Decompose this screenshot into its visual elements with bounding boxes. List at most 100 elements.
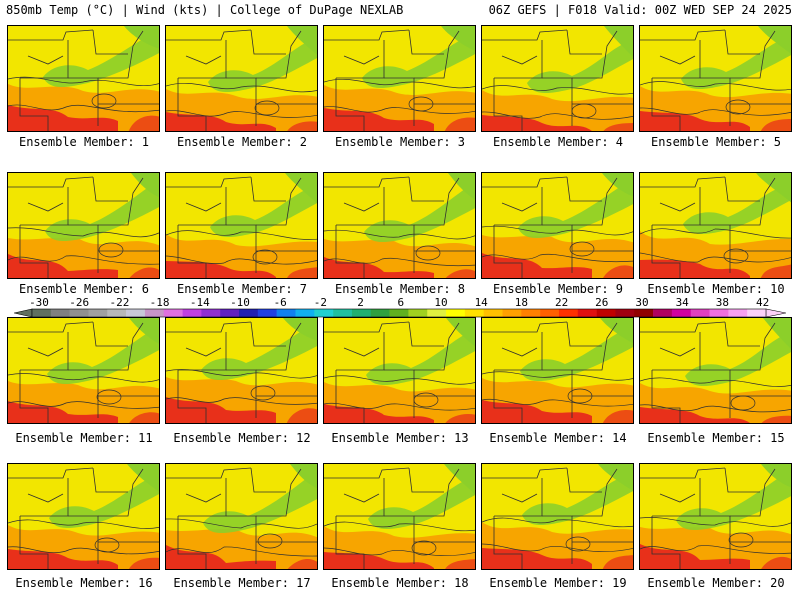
ensemble-map-panel	[639, 172, 792, 279]
temperature-map	[482, 26, 633, 131]
colorbar-swatch	[728, 309, 748, 317]
temperature-colorbar: -30 -26 -22 -18 -14 -10 -6 -2 2 6 10 14 18 22 26 30 34 38…	[14, 296, 786, 318]
colorbar-tick-label: -26	[69, 296, 89, 309]
ensemble-member-label: Ensemble Member: 9	[492, 282, 624, 296]
run-valid-time: 06Z GEFS | F018 Valid: 00Z WED SEP 24 20…	[488, 3, 792, 17]
ensemble-map-panel	[7, 172, 160, 279]
ensemble-map-panel	[639, 25, 792, 132]
ensemble-member-label: Ensemble Member: 14	[489, 431, 627, 445]
colorbar-swatch	[69, 309, 89, 317]
colorbar-swatch	[144, 309, 165, 317]
temperature-map	[8, 173, 159, 278]
colorbar-swatch	[634, 309, 654, 317]
ensemble-member-label: Ensemble Member: 12	[173, 431, 311, 445]
ensemble-member-label: Ensemble Member: 15	[647, 431, 785, 445]
colorbar-swatch	[502, 309, 522, 317]
temperature-map	[324, 318, 475, 423]
colorbar-swatch	[257, 309, 277, 317]
ensemble-map-panel	[7, 463, 160, 570]
temperature-map	[640, 464, 791, 569]
colorbar-tick-label: -18	[150, 296, 170, 309]
colorbar-swatch	[690, 309, 710, 317]
temperature-map	[166, 26, 317, 131]
colorbar-swatch	[295, 309, 315, 317]
colorbar-swatch	[615, 309, 635, 317]
colorbar-swatch	[653, 309, 673, 317]
colorbar-swatch	[389, 309, 409, 317]
temperature-map	[166, 173, 317, 278]
ensemble-map-panel	[323, 463, 476, 570]
colorbar-tick-label: 10	[434, 296, 447, 309]
colorbar-tick-label: -10	[230, 296, 250, 309]
temperature-map	[166, 464, 317, 569]
ensemble-map-panel	[481, 463, 634, 570]
colorbar-swatch	[370, 309, 390, 317]
ensemble-member-label: Ensemble Member: 13	[331, 431, 469, 445]
ensemble-map-panel	[165, 463, 318, 570]
colorbar-swatch	[163, 309, 183, 317]
colorbar-swatch	[107, 309, 127, 317]
colorbar-swatch	[577, 309, 597, 317]
colorbar-swatch	[427, 309, 447, 317]
colorbar-swatch	[32, 309, 52, 317]
colorbar-tick-label: 6	[397, 296, 404, 309]
ensemble-map-panel	[323, 172, 476, 279]
colorbar-swatch	[709, 309, 729, 317]
temperature-map	[482, 464, 633, 569]
colorbar-swatch	[314, 309, 334, 317]
ensemble-map-panel	[323, 317, 476, 424]
ensemble-member-label: Ensemble Member: 20	[647, 576, 785, 590]
ensemble-member-label: Ensemble Member: 4	[492, 135, 624, 149]
colorbar-swatch	[182, 309, 202, 317]
colorbar-swatch	[88, 309, 108, 317]
colorbar-swatch	[333, 309, 353, 317]
ensemble-map-panel	[481, 172, 634, 279]
ensemble-member-label: Ensemble Member: 10	[647, 282, 785, 296]
temperature-map	[8, 464, 159, 569]
ensemble-member-label: Ensemble Member: 6	[18, 282, 150, 296]
colorbar-swatch	[201, 309, 221, 317]
temperature-map	[640, 26, 791, 131]
temperature-map	[324, 173, 475, 278]
temperature-map	[324, 26, 475, 131]
temperature-map	[8, 318, 159, 423]
ensemble-map-panel	[165, 25, 318, 132]
colorbar-swatch	[50, 309, 70, 317]
colorbar-swatch	[464, 309, 484, 317]
ensemble-member-label: Ensemble Member: 18	[331, 576, 469, 590]
colorbar-tick-label: -14	[190, 296, 210, 309]
colorbar-swatch	[351, 309, 372, 317]
ensemble-map-panel	[7, 317, 160, 424]
colorbar-tick-label: 14	[475, 296, 489, 309]
colorbar-tick-label: 26	[595, 296, 608, 309]
temperature-map	[324, 464, 475, 569]
colorbar-swatch	[126, 309, 146, 317]
temperature-map	[482, 318, 633, 423]
ensemble-map-panel	[639, 463, 792, 570]
colorbar-swatch	[558, 309, 579, 317]
colorbar-swatch	[671, 309, 692, 317]
colorbar-tick-label: 38	[716, 296, 729, 309]
ensemble-member-label: Ensemble Member: 7	[176, 282, 308, 296]
temperature-map	[640, 173, 791, 278]
ensemble-member-label: Ensemble Member: 8	[334, 282, 466, 296]
ensemble-map-panel	[165, 172, 318, 279]
colorbar-swatch	[540, 309, 560, 317]
ensemble-map-panel	[165, 317, 318, 424]
colorbar-tick-label: 2	[357, 296, 364, 309]
colorbar-tick-label: -2	[314, 296, 327, 309]
ensemble-map-panel	[323, 25, 476, 132]
ensemble-member-label: Ensemble Member: 19	[489, 576, 627, 590]
ensemble-member-label: Ensemble Member: 11	[15, 431, 153, 445]
colorbar-swatch	[483, 309, 503, 317]
ensemble-member-label: Ensemble Member: 17	[173, 576, 311, 590]
temperature-map	[640, 318, 791, 423]
ensemble-map-panel	[481, 317, 634, 424]
ensemble-map-panel	[7, 25, 160, 132]
colorbar-swatch	[408, 309, 428, 317]
colorbar-tick-label: 30	[635, 296, 648, 309]
colorbar-tick-label: -6	[274, 296, 287, 309]
colorbar-tick-label: -30	[29, 296, 49, 309]
ensemble-member-label: Ensemble Member: 5	[650, 135, 782, 149]
colorbar-tick-label: 42	[756, 296, 769, 309]
